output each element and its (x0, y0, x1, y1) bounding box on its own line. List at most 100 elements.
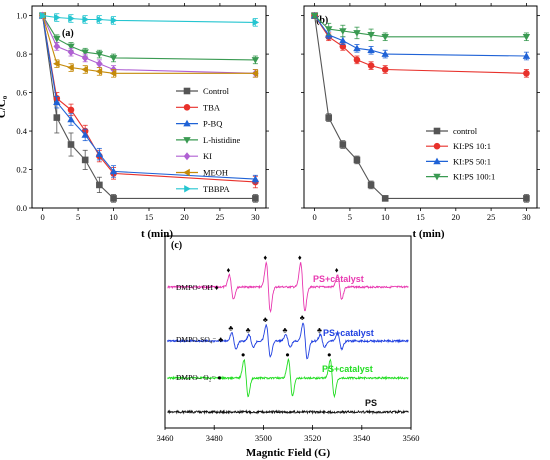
spectrum-tag: PS (365, 398, 377, 408)
legend-marker (433, 142, 441, 150)
data-point (67, 48, 75, 57)
data-point (381, 195, 389, 202)
data-point (67, 106, 75, 114)
x-tick-label: 3560 (403, 433, 420, 443)
data-point (53, 60, 60, 68)
x-tick-label: 20 (180, 212, 189, 222)
data-point (81, 131, 89, 138)
x-tick-label: 3520 (304, 433, 321, 443)
legend-label: Control (203, 86, 230, 96)
panel-c: 3460 3480 3500 3520 3540 3560 Magntic Field (G… (157, 235, 420, 459)
data-point (353, 56, 361, 64)
spectrum-tag: PS+catalyst (323, 328, 374, 338)
x-tick-label: 15 (416, 212, 425, 222)
y-tick-label: 0.6 (16, 88, 27, 98)
data-point (252, 195, 259, 202)
data-point (39, 11, 47, 20)
legend-marker (183, 104, 191, 111)
spectrum-line (167, 322, 409, 360)
x-tick-label: 0 (312, 212, 316, 222)
series-line (42, 15, 256, 74)
esr-spectrum-4: PS (167, 398, 409, 415)
data-point (53, 42, 61, 51)
data-point (53, 35, 61, 43)
x-tick-label: 15 (145, 212, 154, 222)
spectrum-tag: PS+catalyst (322, 364, 373, 374)
esr-spectrum-3: ● ● ● PS+catalyst DMPO– O₂⁻ ● (167, 350, 409, 399)
peak-marker: ● (327, 350, 332, 359)
data-point (95, 51, 104, 58)
series-line (42, 15, 256, 74)
data-point (53, 114, 61, 121)
data-point (67, 43, 75, 51)
data-point (381, 50, 389, 57)
peak-marker: ♦ (227, 265, 231, 274)
legend-marker (183, 119, 191, 127)
series-p-bq (38, 11, 260, 184)
series-line (42, 15, 256, 180)
peak-marker: ♣ (228, 323, 233, 332)
data-point (353, 156, 361, 164)
spectrum-tag: PS+catalyst (313, 274, 364, 284)
x-tick-label: 30 (522, 212, 531, 222)
spectrum-label: DMPO– O₂⁻ ● (176, 373, 222, 382)
x-tick-label: 30 (251, 212, 260, 222)
data-point (81, 65, 88, 74)
series-ki-ps-50-1 (310, 11, 531, 61)
data-point (110, 195, 117, 202)
data-point (367, 32, 375, 39)
plot-frame (164, 235, 412, 429)
series-line (42, 15, 256, 183)
spectrum-line (167, 260, 409, 314)
peak-marker: ♣ (300, 313, 305, 322)
data-point (523, 70, 530, 77)
data-point (381, 33, 389, 41)
legend-marker (183, 87, 191, 95)
legend-marker (184, 185, 191, 193)
data-point (339, 36, 347, 44)
legend-label: P-BQ (203, 119, 222, 129)
data-point (81, 156, 89, 164)
legend-marker (183, 137, 191, 144)
data-point (523, 195, 530, 202)
data-point (353, 44, 361, 52)
data-point (67, 63, 74, 72)
peak-marker: ♣ (263, 315, 268, 324)
x-tick-label: 0 (41, 212, 45, 222)
data-point (95, 150, 104, 157)
peak-marker: ♣ (283, 325, 288, 334)
legend: control KI:PS 10:1 KI:PS 50:1 KI:PS 100:1 (426, 126, 495, 182)
legend-label: KI:PS 10:1 (453, 141, 491, 151)
data-point (67, 115, 75, 123)
data-point (110, 16, 118, 25)
data-point (325, 114, 333, 121)
data-point (82, 15, 89, 24)
x-tick-label: 25 (487, 212, 496, 222)
data-point (95, 67, 103, 76)
data-point (367, 181, 375, 189)
series-ki-ps-100-1 (310, 12, 531, 42)
panel-label: (b) (316, 15, 328, 26)
panel-a: 0 5 10 15 20 25 30 0.0 0.2 0.4 0.6 0.8 1.0 t (min) C/C… (0, 3, 269, 240)
x-tick-label: 3460 (157, 433, 174, 443)
x-tick-label: 3480 (206, 433, 223, 443)
data-point (522, 33, 531, 41)
x-tick-label: 20 (452, 212, 461, 222)
peak-marker: ♦ (335, 265, 339, 274)
data-point (339, 141, 347, 148)
series-control (39, 12, 259, 203)
peak-marker: ♣ (246, 325, 251, 334)
y-axis-label: C/C₀ (0, 95, 8, 118)
series-line (314, 15, 527, 74)
data-point (353, 30, 361, 37)
data-point (381, 66, 389, 73)
data-point (339, 28, 347, 35)
legend-label: KI:PS 50:1 (453, 156, 491, 166)
series-tbbpa (39, 11, 260, 27)
data-point (109, 55, 118, 62)
legend-label: TBA (203, 102, 221, 112)
data-point (68, 14, 75, 23)
